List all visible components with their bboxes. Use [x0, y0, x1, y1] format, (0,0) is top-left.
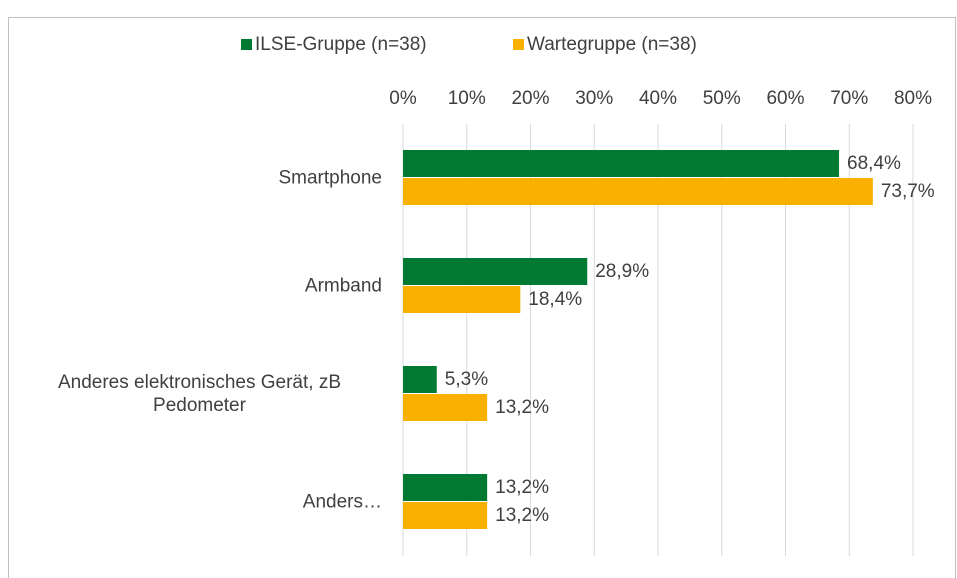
x-tick-label: 50%: [703, 88, 741, 109]
legend-label: ILSE-Gruppe (n=38): [255, 34, 427, 55]
bar: [403, 394, 488, 421]
data-label: 28,9%: [595, 261, 649, 282]
bar: [403, 474, 488, 501]
bar: [403, 502, 488, 529]
legend-swatch: [513, 39, 524, 50]
bar: [403, 150, 840, 177]
data-label: 68,4%: [847, 153, 901, 174]
bar: [403, 366, 437, 393]
y-tick-label: Anders…: [302, 491, 382, 513]
y-tick-label: Armband: [304, 275, 382, 297]
x-tick-label: 70%: [830, 88, 868, 109]
x-tick-label: 0%: [389, 88, 417, 109]
bar: [403, 286, 521, 313]
x-tick-label: 30%: [575, 88, 613, 109]
data-label: 13,2%: [495, 477, 549, 498]
bar: [403, 258, 588, 285]
data-label: 18,4%: [528, 289, 582, 310]
x-tick-label: 20%: [511, 88, 549, 109]
data-label: 73,7%: [881, 181, 935, 202]
legend-label: Wartegruppe (n=38): [527, 34, 697, 55]
x-tick-label: 80%: [894, 88, 932, 109]
x-tick-label: 40%: [639, 88, 677, 109]
y-tick-label: Smartphone: [278, 167, 382, 189]
data-label: 5,3%: [445, 369, 488, 390]
x-tick-label: 10%: [448, 88, 486, 109]
legend-swatch: [241, 39, 252, 50]
y-tick-label: Anderes elektronisches Gerät, zB Pedomet…: [57, 372, 342, 416]
bar: [403, 178, 873, 205]
data-label: 13,2%: [495, 397, 549, 418]
chart-border: [8, 17, 956, 578]
data-label: 13,2%: [495, 505, 549, 526]
x-tick-label: 60%: [766, 88, 804, 109]
